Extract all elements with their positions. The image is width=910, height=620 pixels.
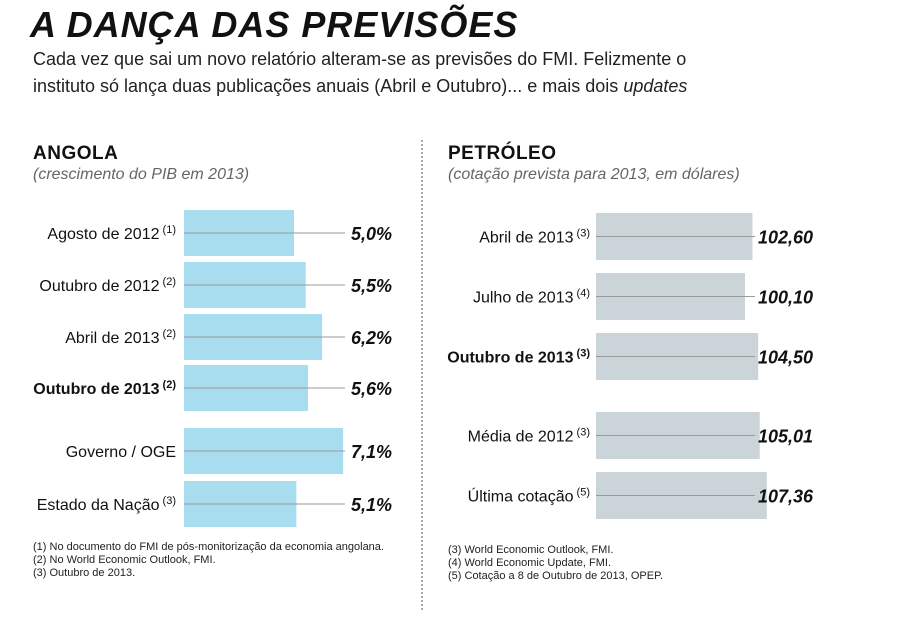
category-label: Abril de 2013 (3) <box>479 228 590 247</box>
value-label: 7,1% <box>351 442 392 462</box>
category-label: Última cotação (5) <box>468 487 590 506</box>
footnote: (5) Cotação a 8 de Outubro de 2013, OPEP… <box>448 570 664 582</box>
petroleo-title: PETRÓLEO <box>448 143 557 164</box>
value-label: 105,01 <box>758 427 813 447</box>
page-subtitle: Cada vez que sai um novo relatório alter… <box>33 46 753 100</box>
petroleo-subtitle: (cotação prevista para 2013, em dólares) <box>448 166 740 183</box>
subtitle-text: Cada vez que sai um novo relatório alter… <box>33 49 687 96</box>
angola-title: ANGOLA <box>33 143 119 164</box>
value-label: 5,0% <box>351 224 392 244</box>
value-label: 104,50 <box>758 348 813 368</box>
footnote: (2) No World Economic Outlook, FMI. <box>33 554 216 566</box>
footnote: (3) Outubro de 2013. <box>33 567 136 579</box>
category-label: Agosto de 2012 (1) <box>47 224 176 243</box>
value-label: 100,10 <box>758 288 813 308</box>
category-label: Outubro de 2012 (2) <box>39 276 176 295</box>
value-label: 5,1% <box>351 495 392 515</box>
section-divider <box>421 140 423 610</box>
subtitle-emphasis: updates <box>623 76 688 96</box>
value-label: 6,2% <box>351 328 392 348</box>
angola-bar-chart: Agosto de 2012 (1) 5,0% Outubro de 2012 (2… <box>33 210 392 527</box>
angola-footnotes: (1) No documento do FMI de pós-monitoriz… <box>33 541 384 580</box>
petroleo-bar-chart: Abril de 2013 (3) 102,60 Julho de 2013 (4)… <box>447 213 814 519</box>
category-label: Estado da Nação (3) <box>37 495 176 514</box>
category-label: Julho de 2013 (4) <box>473 288 590 307</box>
category-label: Governo / OGE <box>66 444 176 461</box>
category-label: Outubro de 2013 (3) <box>447 348 590 367</box>
footnote: (4) World Economic Update, FMI. <box>448 557 612 569</box>
petroleo-footnotes: (3) World Economic Outlook, FMI. (4) Wor… <box>448 544 663 583</box>
angola-subtitle: (crescimento do PIB em 2013) <box>33 166 250 183</box>
value-label: 5,6% <box>351 379 392 399</box>
footnote: (1) No documento do FMI de pós-monitoriz… <box>33 541 384 553</box>
category-label: Outubro de 2013 (2) <box>33 379 176 398</box>
value-label: 5,5% <box>351 276 392 296</box>
value-label: 102,60 <box>758 228 813 248</box>
page-title: A DANÇA DAS PREVISÕES <box>30 4 519 45</box>
value-label: 107,36 <box>758 487 814 507</box>
footnote: (3) World Economic Outlook, FMI. <box>448 544 614 556</box>
category-label: Média de 2012 (3) <box>468 427 590 446</box>
category-label: Abril de 2013 (2) <box>65 328 176 347</box>
